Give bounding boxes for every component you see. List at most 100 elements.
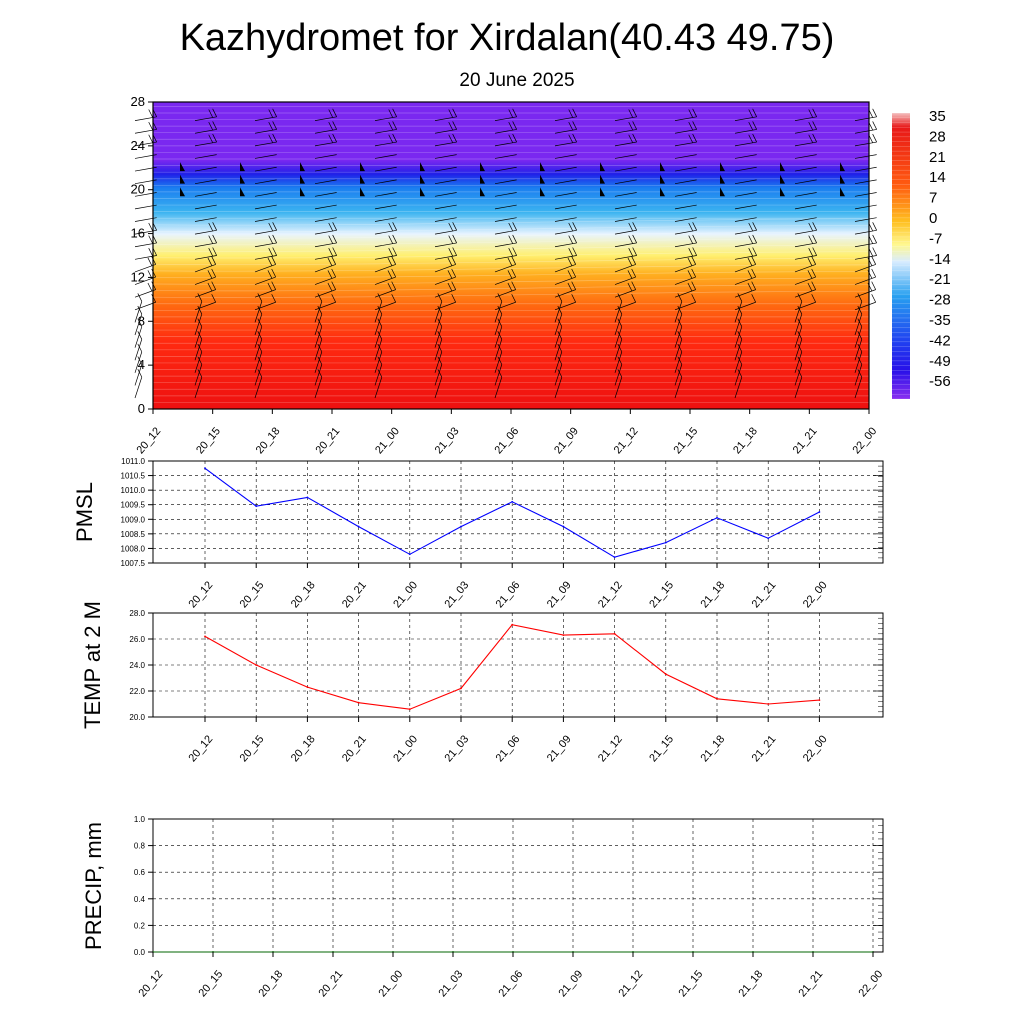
- wind-barb-feather: [751, 281, 756, 290]
- wind-barb-feather: [747, 282, 753, 292]
- wind-barb-pennant: [540, 187, 545, 197]
- wind-barb-feather: [257, 293, 263, 302]
- wind-barb-feather: [452, 234, 457, 244]
- wind-barb-feather: [148, 222, 154, 232]
- colorbar-label: 21: [929, 149, 946, 166]
- temp-panel: 20.0 22.0 24.0 26.0 28.0 20_12 20_15 20_18 20_2…: [80, 601, 884, 764]
- wind-barb-feather: [568, 134, 574, 143]
- wind-barb-feather: [572, 108, 577, 117]
- wind-barb-shaft: [854, 116, 877, 121]
- wind-barb-shaft: [734, 326, 743, 348]
- wind-barb-feather: [137, 293, 143, 302]
- temp-y-label: TEMP at 2 M: [80, 601, 105, 729]
- wind-barb-shaft: [734, 289, 756, 298]
- wind-barb-feather: [268, 109, 274, 118]
- wind-barb-feather: [751, 268, 756, 278]
- wind-barb-feather: [857, 343, 863, 353]
- wind-barb-feather: [208, 134, 214, 143]
- wind-barb-feather: [388, 235, 394, 244]
- wind-barb-feather: [257, 368, 263, 378]
- x-tick-label: 20_21: [340, 579, 369, 610]
- wind-barb-shaft: [614, 217, 637, 222]
- wind-barb-shaft: [194, 351, 203, 373]
- wind-barb-shaft: [674, 301, 696, 311]
- wind-barb-shaft: [554, 301, 563, 323]
- wind-barb-shaft: [854, 289, 876, 298]
- wind-barb-feather: [317, 331, 323, 340]
- wind-barb-feather: [448, 222, 454, 232]
- wind-barb-shaft: [194, 116, 217, 121]
- wind-barb-feather: [631, 294, 636, 303]
- temp-x-ticks: 20_12 20_15 20_18 20_21 21_00 21_03 21_06 21_09…: [186, 717, 830, 764]
- wind-barb-shaft: [254, 301, 276, 311]
- wind-barb-shaft: [494, 351, 503, 373]
- wind-barb-feather: [148, 235, 154, 244]
- wind-barb-feather: [137, 368, 143, 378]
- wind-barb-shaft: [794, 313, 803, 336]
- wind-barb-feather: [737, 356, 743, 365]
- wind-barb-shaft: [434, 264, 456, 273]
- x-tick-label: 21_09: [556, 968, 585, 999]
- wind-barb-shaft: [734, 264, 756, 273]
- wind-barb-feather: [272, 121, 277, 130]
- wind-barb-shaft: [374, 276, 396, 285]
- wind-barb-shaft: [794, 301, 803, 323]
- wind-barb-feather: [557, 293, 563, 302]
- wind-barb-feather: [857, 305, 863, 315]
- wind-barb-feather: [692, 121, 697, 130]
- wind-barb-feather: [617, 305, 623, 315]
- wind-barb-shaft: [554, 192, 577, 197]
- wind-barb-shaft: [674, 264, 696, 273]
- wind-barb-feather: [872, 234, 877, 244]
- wind-barb-shaft: [194, 313, 203, 336]
- wind-barb-pennant: [600, 162, 605, 172]
- wind-barb-feather: [677, 368, 683, 378]
- wind-barb-shaft: [494, 326, 503, 348]
- wind-barb-shaft: [854, 276, 876, 285]
- wind-barb-shaft: [734, 154, 757, 159]
- wind-barb-feather: [151, 268, 156, 278]
- wind-barb-shaft: [674, 339, 683, 361]
- wind-barb-shaft: [494, 217, 517, 222]
- wind-barb-shaft: [614, 377, 623, 399]
- x-tick-label: 20_18: [256, 968, 285, 999]
- wind-barb-feather: [392, 234, 397, 244]
- wind-barb-feather: [628, 222, 634, 232]
- wind-barb-feather: [811, 281, 816, 290]
- x-tick-label: 20_15: [196, 968, 225, 999]
- wind-barb-shaft: [134, 351, 143, 373]
- wind-barb-shaft: [674, 129, 697, 134]
- wind-barb-feather: [497, 356, 503, 365]
- wind-barb-pennant: [660, 174, 665, 184]
- wind-barb-shaft: [854, 264, 876, 273]
- wind-barb-shaft: [314, 116, 337, 121]
- wind-barb-feather: [332, 133, 337, 143]
- wind-barb-feather: [567, 282, 573, 292]
- wind-barb-pennant: [840, 162, 845, 172]
- wind-barb-feather: [692, 234, 697, 244]
- wind-barbs: [134, 108, 905, 399]
- wind-barb-feather: [737, 293, 743, 302]
- wind-barb-shaft: [794, 192, 817, 197]
- wind-barb-shaft: [374, 166, 397, 172]
- wind-barb-feather: [392, 247, 397, 256]
- wind-barb-shaft: [254, 242, 277, 248]
- wind-barb-pennant: [480, 174, 485, 184]
- wind-barb-shaft: [734, 129, 757, 134]
- wind-barb-shaft: [554, 264, 576, 273]
- wind-barb-feather: [207, 257, 213, 266]
- wind-barb-shaft: [374, 192, 397, 197]
- wind-barb-shaft: [134, 364, 143, 386]
- wind-barb-shaft: [614, 154, 637, 159]
- wind-barb-shaft: [134, 313, 143, 336]
- x-tick-label: 21_15: [676, 968, 705, 999]
- y-tick-label: 0: [138, 401, 145, 416]
- wind-barb-feather: [267, 282, 273, 292]
- wind-barb-feather: [332, 247, 337, 256]
- colorbar-label: 28: [929, 128, 946, 145]
- wind-barb-feather: [392, 108, 397, 117]
- wind-barb-feather: [797, 305, 803, 315]
- wind-barb-shaft: [674, 166, 697, 172]
- wind-barb-feather: [688, 222, 694, 232]
- wind-barb-shaft: [794, 364, 803, 386]
